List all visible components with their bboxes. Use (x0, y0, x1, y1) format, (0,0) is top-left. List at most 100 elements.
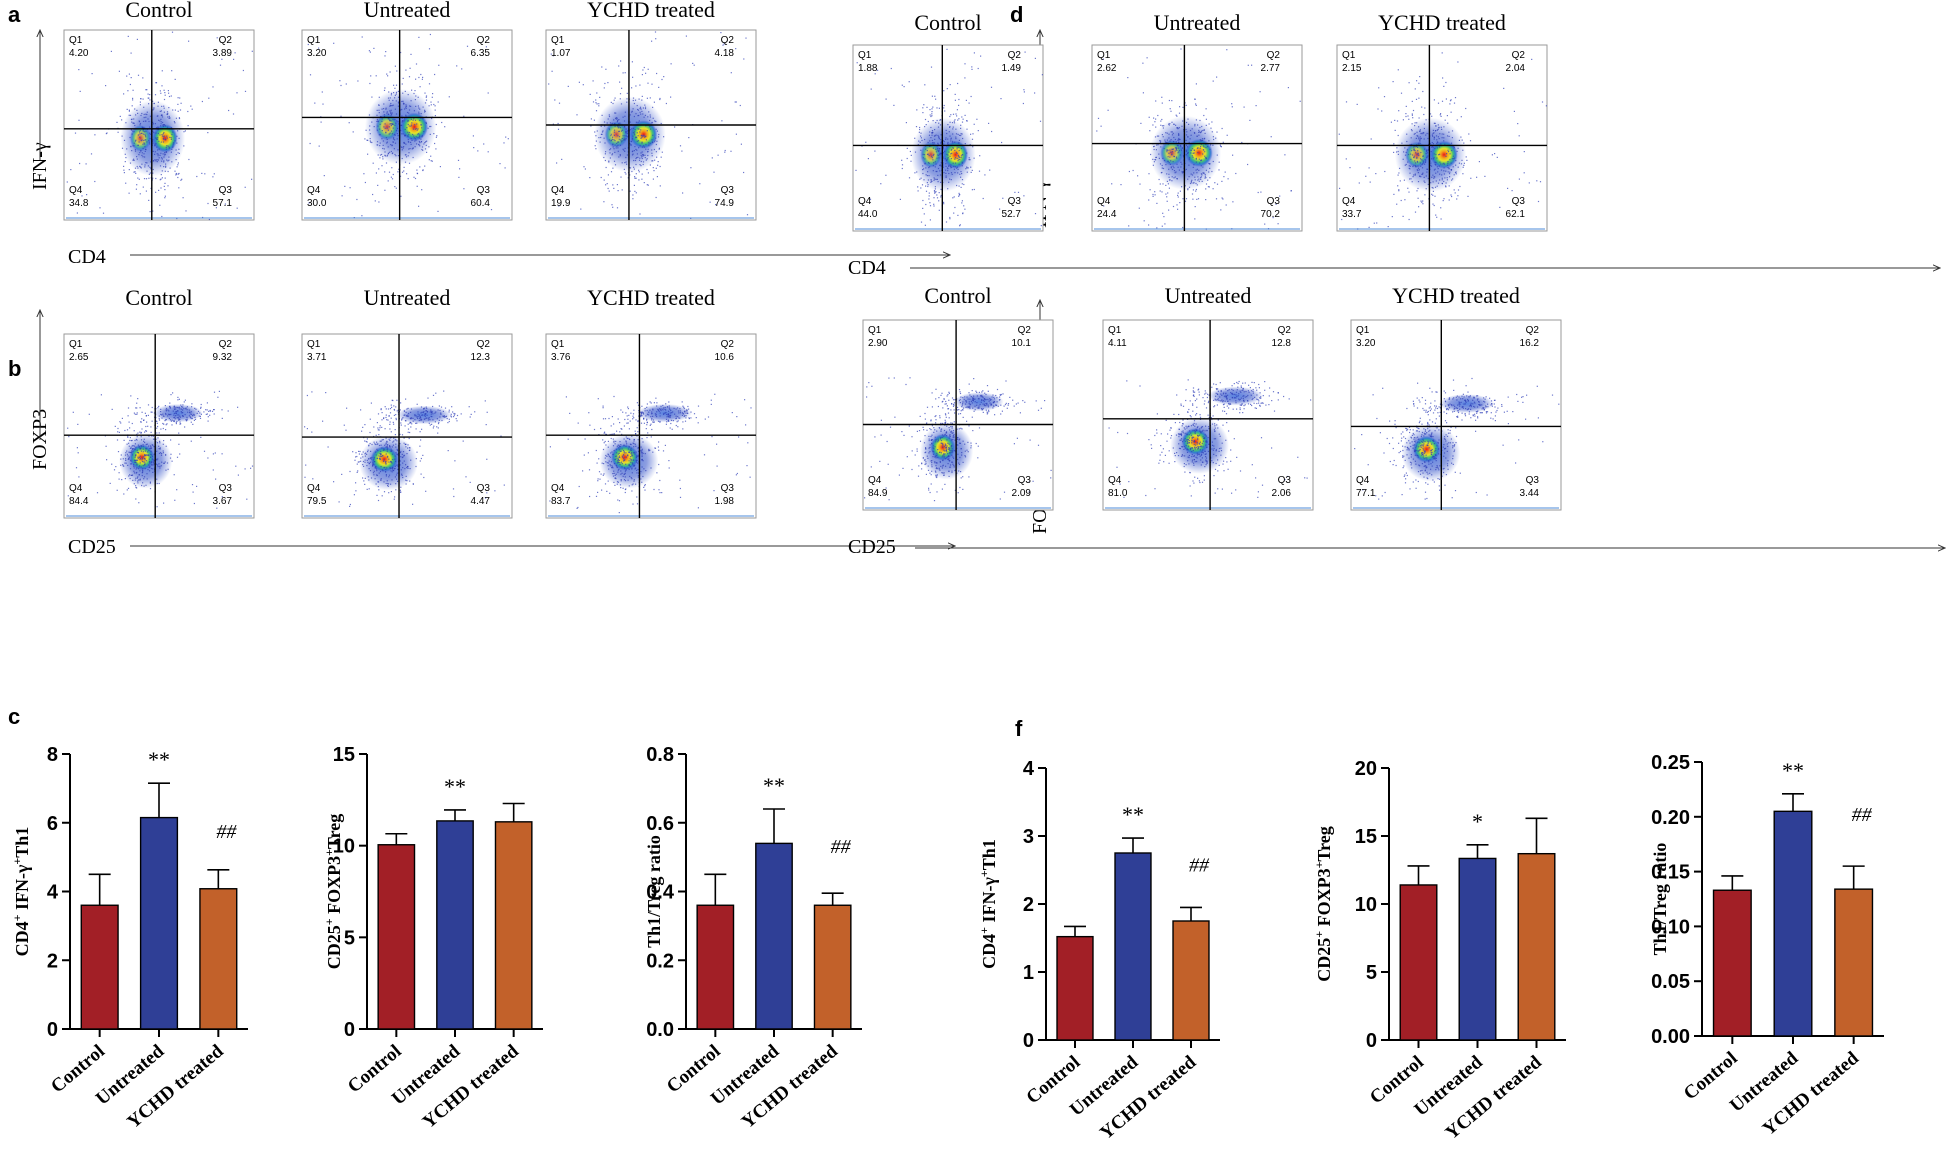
bar-ychd-treated (1834, 888, 1874, 1037)
quadrant-q4-value: 24.4 (1097, 209, 1117, 220)
bar-y-tick-label: 1 (1023, 962, 1034, 984)
bar-significance-mark: ** (444, 774, 466, 799)
quadrant-q2-value: 6.35 (471, 48, 491, 59)
quadrant-q2-value: 16.2 (1520, 338, 1540, 349)
quadrant-q1-value: 3.76 (551, 352, 571, 363)
flow-density-cloud (66, 31, 253, 221)
flow-set-a: IFN-γ CD4 Control Q1 4.20 Q2 3.89 Q4 34.8 Q3 57.1 U… (29, 0, 950, 268)
quadrant-q2-value: 4.18 (715, 48, 735, 59)
flow-plot-title: YCHD treated (1392, 283, 1520, 308)
flow-plot-frame (1350, 319, 1562, 511)
flow-density-cloud (66, 390, 254, 517)
quadrant-q1-label: Q1 (69, 339, 83, 350)
quadrant-q1-value: 3.71 (307, 352, 327, 363)
panel-letter-f: f (1015, 716, 1023, 741)
flow-x-axis-label: CD25 (848, 536, 896, 558)
bar-y-tick-label: 0.15 (1651, 862, 1690, 884)
bar-y-tick-label: 0.4 (646, 882, 675, 904)
bar-untreated (755, 842, 793, 1030)
quadrant-q4-value: 84.9 (868, 488, 888, 499)
bar-y-axis-label: CD4+ IFN-γ+Th1 (10, 827, 32, 957)
flow-plot-title: Control (914, 10, 981, 35)
bar-y-axis-label-part: Th1/Treg ratio (644, 835, 664, 948)
flow-x-axis-label: CD4 (848, 257, 886, 279)
quadrant-q3-value: 62.1 (1506, 209, 1526, 220)
flow-plot-a-3: YCHD treated Q1 1.07 Q2 4.18 Q4 19.9 Q3 74.9 (545, 0, 757, 221)
flow-y-axis-label: IFN-γ (29, 142, 51, 190)
quadrant-q3-value: 3.44 (1520, 488, 1540, 499)
bar-significance-mark: ## (831, 836, 852, 858)
bar-y-tick-label: 3 (1023, 826, 1034, 848)
flow-density-cloud (1105, 379, 1312, 509)
quadrant-q1-label: Q1 (1108, 325, 1122, 336)
quadrant-q4-value: 83.7 (551, 496, 571, 507)
bar-untreated (139, 816, 179, 1030)
flow-density-cloud (304, 390, 510, 517)
quadrant-q4-value: 30.0 (307, 198, 327, 209)
quadrant-q3-label: Q3 (1008, 196, 1022, 207)
flow-density-cloud (1338, 52, 1547, 230)
bar-y-tick-label: 0.00 (1651, 1026, 1690, 1048)
quadrant-q2-label: Q2 (1278, 325, 1292, 336)
flow-cytometry-panels: IFN-γ CD4 Control Q1 4.20 Q2 3.89 Q4 34.8 Q3 57.1 U… (29, 0, 1945, 558)
quadrant-q4-label: Q4 (1356, 475, 1370, 486)
quadrant-q2-value: 9.32 (213, 352, 233, 363)
quadrant-q4-label: Q4 (858, 196, 872, 207)
flow-plot-title: YCHD treated (587, 285, 715, 310)
quadrant-q1-value: 2.90 (868, 338, 888, 349)
bar-control (696, 904, 735, 1030)
bar-y-axis-label-part: Treg (324, 814, 344, 849)
quadrant-q1-label: Q1 (1097, 50, 1111, 61)
quadrant-q2-label: Q2 (1267, 50, 1281, 61)
bar-significance-mark: ** (1122, 802, 1144, 827)
quadrant-q3-value: 52.7 (1002, 209, 1022, 220)
bar-y-tick-label: 10 (333, 836, 355, 858)
quadrant-q1-label: Q1 (858, 50, 872, 61)
bar-y-axis-label-part: + (977, 927, 991, 934)
quadrant-q2-value: 12.8 (1272, 338, 1292, 349)
bar-control (80, 904, 119, 1030)
quadrant-q1-label: Q1 (1356, 325, 1370, 336)
flow-plot-title: Control (125, 0, 192, 22)
quadrant-q3-label: Q3 (1526, 475, 1540, 486)
flow-plot-a-1: Control Q1 4.20 Q2 3.89 Q4 34.8 Q3 57.1 (63, 0, 255, 221)
quadrant-q2-value: 10.6 (715, 352, 735, 363)
bar-y-tick-label: 0.2 (646, 950, 674, 972)
panel-letter-d: d (1010, 2, 1023, 27)
flow-x-axis-label: CD25 (68, 536, 116, 558)
quadrant-q2-value: 10.1 (1012, 338, 1032, 349)
quadrant-q2-label: Q2 (721, 339, 735, 350)
flow-plot-d-3: YCHD treated Q1 2.15 Q2 2.04 Q4 33.7 Q3 62.1 (1336, 10, 1548, 232)
flow-density-cloud (1094, 48, 1301, 230)
flow-set-e: FOXP3CD25ControlQ12.90Q210.1Q484.9Q32.09… (848, 283, 1945, 558)
quadrant-q1-value: 2.15 (1342, 63, 1362, 74)
quadrant-q2-label: Q2 (721, 35, 735, 46)
quadrant-q2-value: 12.3 (471, 352, 491, 363)
quadrant-q4-label: Q4 (551, 185, 565, 196)
quadrant-q1-value: 2.62 (1097, 63, 1117, 74)
flow-plot-b-1: Control Q1 2.65 Q2 9.32 Q4 84.4 Q3 3.67 (63, 285, 255, 519)
bar-y-axis-label: CD25+ FOXP3+Treg (322, 814, 344, 970)
quadrant-q2-label: Q2 (1018, 325, 1032, 336)
bar-ychd-treated (1172, 920, 1210, 1041)
flow-density-cloud (548, 393, 754, 517)
quadrant-q3-label: Q3 (477, 483, 491, 494)
quadrant-q3-label: Q3 (1018, 475, 1032, 486)
quadrant-q4-value: 44.0 (858, 209, 878, 220)
quadrant-q3-value: 57.1 (213, 198, 233, 209)
quadrant-q3-value: 2.09 (1012, 488, 1032, 499)
flow-plot-title: YCHD treated (587, 0, 715, 22)
bar-significance-mark: ** (148, 747, 170, 772)
flow-density-cloud (304, 33, 510, 219)
bar-ychd-treated (494, 821, 533, 1030)
flow-plot-e-3: YCHD treated Q1 3.20 Q2 16.2 Q4 77.1 Q3 3.44 (1350, 283, 1562, 511)
bar-y-axis-label-part: Treg (1314, 826, 1334, 861)
flow-plot-title: YCHD treated (1378, 10, 1506, 35)
bar-y-axis-label-part: + (1312, 931, 1326, 938)
bar-y-axis-label-part: IFN-γ (979, 876, 999, 926)
flow-set-b: FOXP3CD25ControlQ12.65Q29.32Q484.4Q33.67… (29, 285, 955, 558)
quadrant-q4-label: Q4 (69, 483, 83, 494)
